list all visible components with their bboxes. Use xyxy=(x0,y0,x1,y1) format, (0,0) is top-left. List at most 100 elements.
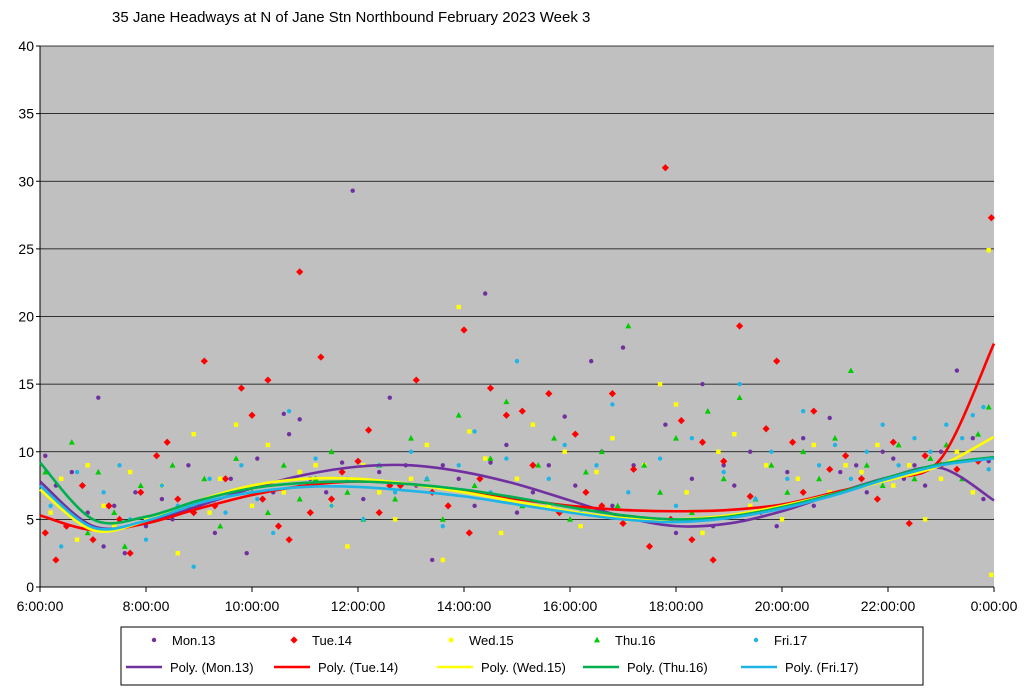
data-point xyxy=(720,457,728,465)
data-point xyxy=(838,469,843,475)
data-point xyxy=(816,475,823,482)
data-point xyxy=(954,368,960,373)
data-point xyxy=(62,522,71,530)
data-point xyxy=(689,476,695,481)
data-point xyxy=(562,414,567,419)
data-point xyxy=(440,463,445,468)
data-point xyxy=(895,441,902,448)
data-point xyxy=(412,376,420,384)
x-tick-label: 6:00:00 xyxy=(17,598,64,614)
data-point xyxy=(891,456,896,461)
data-point xyxy=(880,449,885,454)
data-point xyxy=(530,422,536,427)
data-point xyxy=(467,429,472,434)
data-point xyxy=(191,431,196,437)
data-point xyxy=(159,496,165,502)
data-point xyxy=(377,490,382,495)
data-point xyxy=(842,452,850,460)
data-point xyxy=(582,468,589,475)
data-point xyxy=(207,476,212,481)
legend-marker xyxy=(753,637,759,643)
y-tick-label: 30 xyxy=(18,173,34,189)
data-point xyxy=(281,490,286,495)
data-point xyxy=(673,503,679,509)
data-point xyxy=(779,517,785,522)
data-point xyxy=(255,496,260,502)
data-point xyxy=(306,509,314,517)
data-point xyxy=(233,455,240,461)
data-point xyxy=(297,469,302,475)
data-point xyxy=(801,408,806,414)
data-point xyxy=(127,469,133,475)
data-point xyxy=(69,469,75,475)
legend-label: Tue.14 xyxy=(312,633,352,648)
data-point xyxy=(562,449,567,454)
data-point xyxy=(504,456,509,461)
data-point xyxy=(361,517,366,522)
data-point xyxy=(610,402,615,407)
legend-marker xyxy=(594,636,600,643)
data-point xyxy=(280,462,287,468)
data-point xyxy=(96,395,101,400)
data-point xyxy=(970,436,975,441)
data-point xyxy=(143,517,149,522)
data-point xyxy=(673,402,679,407)
data-point xyxy=(620,345,626,350)
data-point xyxy=(377,469,382,475)
data-point xyxy=(201,475,208,482)
data-point xyxy=(911,475,918,482)
data-point xyxy=(472,503,477,509)
data-point xyxy=(465,529,473,537)
data-point xyxy=(773,357,781,365)
trendline-poly-fri-17 xyxy=(39,457,995,531)
data-point xyxy=(763,463,769,468)
data-point xyxy=(101,490,106,495)
data-point xyxy=(847,367,854,373)
data-point xyxy=(514,476,520,481)
data-point xyxy=(430,557,435,563)
data-point xyxy=(673,530,679,536)
data-point xyxy=(424,442,430,448)
data-point xyxy=(938,449,944,454)
data-point xyxy=(483,456,488,461)
data-point xyxy=(487,455,494,461)
data-point xyxy=(912,436,917,441)
data-point xyxy=(472,429,477,434)
data-point xyxy=(59,544,64,549)
data-point xyxy=(392,495,399,502)
data-point xyxy=(117,463,122,468)
data-point xyxy=(700,381,705,387)
data-point xyxy=(673,435,679,441)
data-point xyxy=(217,522,224,529)
data-point xyxy=(111,509,118,516)
data-point xyxy=(905,519,913,528)
x-tick-label: 10:00:00 xyxy=(225,598,280,614)
data-point xyxy=(350,188,355,193)
data-point xyxy=(137,488,145,496)
trendline-poly-thu-16 xyxy=(39,455,995,525)
data-point xyxy=(737,381,742,387)
legend-label: Thu.16 xyxy=(615,633,655,648)
data-point xyxy=(573,483,578,488)
data-point xyxy=(41,529,49,537)
data-point xyxy=(327,495,336,503)
data-point xyxy=(922,483,928,488)
data-point xyxy=(801,436,806,441)
data-point xyxy=(424,476,430,481)
data-point xyxy=(392,517,398,522)
data-point xyxy=(921,452,929,460)
data-point xyxy=(907,463,912,468)
legend-label: Poly. (Mon.13) xyxy=(170,660,254,675)
data-point xyxy=(748,503,753,509)
data-point xyxy=(594,469,599,475)
data-point xyxy=(594,463,599,468)
legend-label: Wed.15 xyxy=(469,633,514,648)
data-point xyxy=(43,453,48,459)
data-point xyxy=(854,463,859,468)
data-point xyxy=(486,384,495,392)
legend-marker xyxy=(448,637,454,643)
data-point xyxy=(338,468,346,476)
data-point xyxy=(408,435,414,441)
legend-label: Poly. (Tue.14) xyxy=(318,660,398,675)
